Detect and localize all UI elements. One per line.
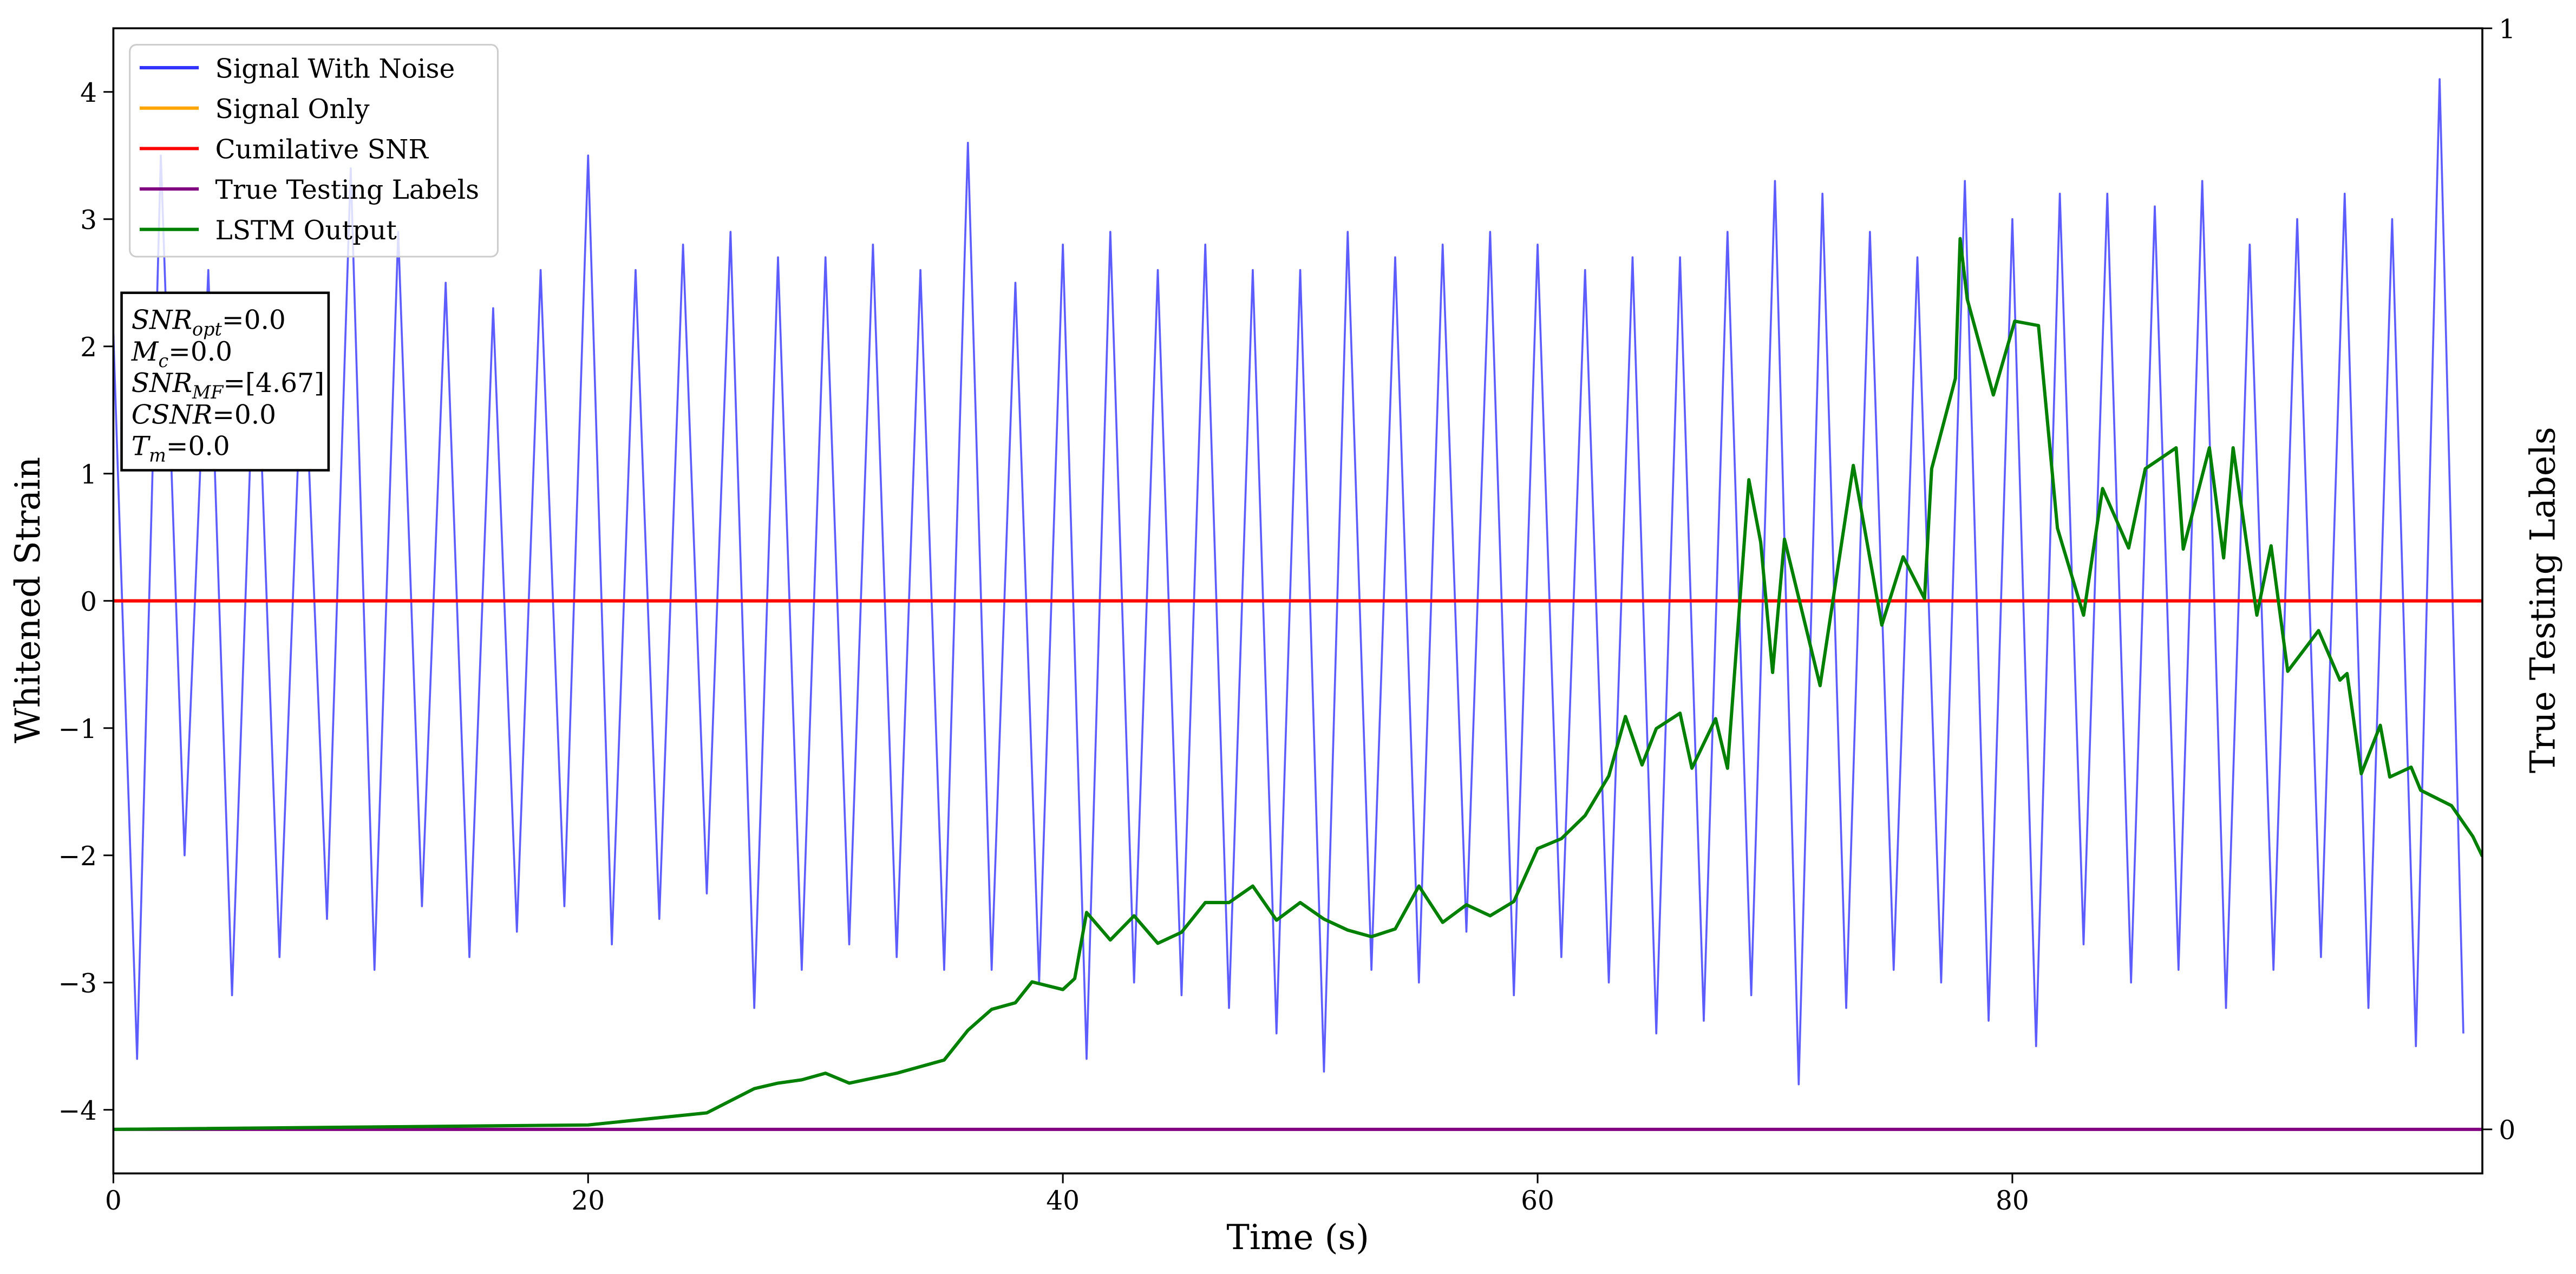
annotation-sub: m	[149, 445, 166, 466]
y-tick-label: 2	[80, 332, 97, 363]
annotation-line: CSNR=0.0	[132, 400, 276, 430]
annotation-text: =0.0	[166, 432, 230, 462]
y-tick-label: 0	[80, 587, 97, 617]
y-tick-label: 3	[80, 205, 97, 236]
x-tick-label: 40	[1046, 1186, 1080, 1216]
x-tick-label: 80	[1996, 1186, 2029, 1216]
annotation-main: M	[131, 337, 159, 367]
annotation-line: Mc=0.0	[131, 337, 232, 371]
plot-frame	[112, 27, 2483, 1175]
y2-tick-label: 1	[2499, 14, 2515, 44]
y-tick-label: −1	[58, 714, 97, 744]
annotation-frame	[120, 291, 330, 472]
series-line	[113, 78, 2464, 1086]
annotation-main: CSNR	[132, 400, 212, 430]
annotation-line: Tm=0.0	[132, 432, 230, 466]
annotation-text: =0.0	[222, 305, 286, 336]
series-line	[113, 237, 2483, 1131]
legend-label: True Testing Labels	[215, 175, 480, 205]
annotation-line: SNRMF=[4.67]	[132, 368, 324, 403]
legend-label: LSTM Output	[215, 215, 397, 246]
legend: Signal With Noise Signal Only Cumilative S…	[129, 44, 499, 258]
legend-label: Signal With Noise	[215, 54, 455, 84]
x-tick-label: 0	[105, 1186, 122, 1216]
annotation-text: =0.0	[212, 400, 276, 430]
plot-area	[113, 78, 2483, 1131]
legend-label: Signal Only	[215, 94, 370, 125]
annotation-text: =[4.67]	[223, 368, 324, 398]
annotation-main: SNR	[132, 368, 192, 398]
y-tick-label: −2	[58, 841, 97, 872]
legend-label: Cumilative SNR	[215, 135, 429, 165]
annotation-sub: c	[158, 350, 168, 371]
y-axis-label: Whitened Strain	[8, 457, 48, 743]
y-tick-label: 4	[80, 78, 97, 108]
annotation-text: =0.0	[168, 337, 232, 367]
y2-axis-label: True Testing Labels	[2523, 427, 2564, 773]
y-tick-label: −3	[58, 969, 97, 999]
y-tick-label: −4	[58, 1096, 97, 1126]
annotation-main: T	[132, 432, 151, 462]
annotation-sub: MF	[192, 382, 224, 403]
annotation-sub: opt	[192, 319, 222, 340]
legend-box	[129, 44, 499, 258]
annotation-line: SNRopt=0.0	[132, 305, 286, 340]
x-tick-label: 60	[1521, 1186, 1554, 1216]
annotation-main: SNR	[132, 305, 192, 336]
y2-tick-label: 0	[2499, 1115, 2515, 1146]
x-tick-label: 20	[571, 1186, 605, 1216]
y-tick-label: 1	[80, 460, 97, 490]
x-axis-label: Time (s)	[1226, 1218, 1369, 1258]
annotation-box: SNRopt=0.0Mc=0.0SNRMF=[4.67]CSNR=0.0Tm=0…	[120, 291, 330, 472]
